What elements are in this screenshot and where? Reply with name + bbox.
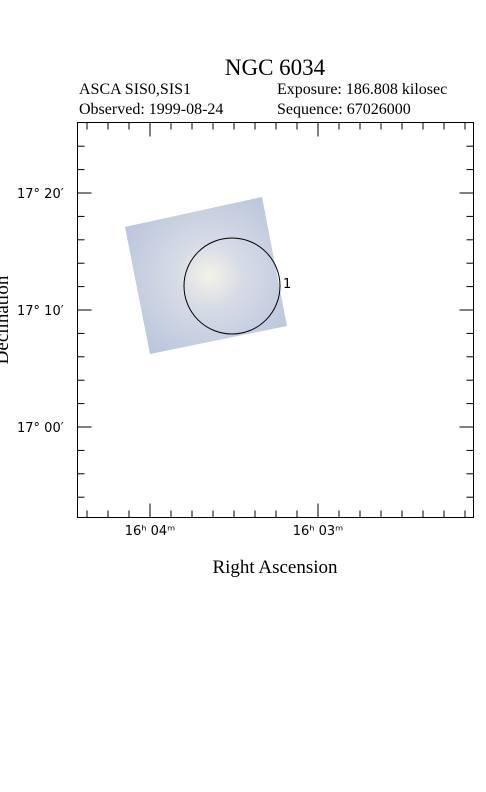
title: NGC 6034 — [225, 55, 326, 80]
y-tick-label: 17° 10′ — [17, 304, 64, 319]
sky-image — [125, 197, 287, 354]
source-region — [183, 237, 281, 335]
y-tick-label: 17° 00′ — [17, 421, 64, 436]
y-tick-label: 17° 20′ — [17, 187, 64, 202]
instrument: ASCA SIS0,SIS1 — [79, 81, 191, 98]
x-axis-label: Right Ascension — [212, 557, 338, 578]
observed: Observed: 1999-08-24 — [79, 101, 223, 118]
ticks — [77, 122, 474, 518]
x-tick-label: 16ʰ 03ᵐ — [293, 524, 344, 539]
sequence: Sequence: 67026000 — [277, 101, 411, 118]
exposure: Exposure: 186.808 kilosec — [277, 81, 447, 98]
x-tick-label: 16ʰ 04ᵐ — [125, 524, 176, 539]
region-label: 1 — [283, 277, 291, 292]
y-axis-label: Declination — [0, 275, 13, 364]
